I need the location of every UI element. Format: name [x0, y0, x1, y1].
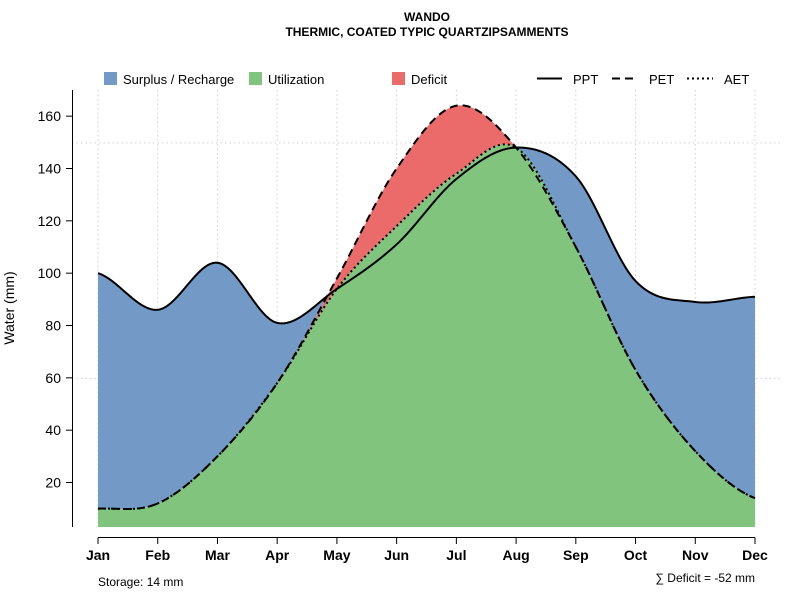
chart-title: WANDO — [404, 10, 450, 24]
y-tick-label: 20 — [45, 475, 61, 491]
x-tick-label: Mar — [205, 547, 230, 563]
storage-note: Storage: 14 mm — [98, 575, 183, 589]
x-tick-label: Dec — [742, 547, 768, 563]
legend-ppt-label: PPT — [573, 72, 598, 87]
legend-pet-label: PET — [649, 72, 674, 87]
y-tick-label: 60 — [45, 370, 61, 386]
y-axis-label: Water (mm) — [1, 271, 17, 344]
aet-line — [97, 143, 756, 511]
lines — [97, 104, 756, 511]
ppt-line — [97, 146, 756, 325]
x-tick-label: Apr — [265, 547, 290, 563]
legend-surplus-swatch — [104, 72, 117, 85]
legend-utilization-label: Utilization — [268, 72, 324, 87]
legend-deficit-label: Deficit — [411, 72, 448, 87]
x-tick-label: Jan — [86, 547, 110, 563]
surplus-recharge-area — [98, 105, 755, 510]
areas — [98, 105, 755, 528]
deficit-note: ∑ Deficit = -52 mm — [655, 571, 755, 585]
y-tick-label: 140 — [38, 161, 62, 177]
deficit-area — [98, 105, 755, 510]
legend-utilization-swatch — [249, 72, 262, 85]
y-tick-label: 100 — [38, 265, 62, 281]
chart-subtitle: THERMIC, COATED TYPIC QUARTZIPSAMMENTS — [285, 25, 568, 39]
y-tick-label: 120 — [38, 213, 62, 229]
x-tick-label: Feb — [145, 547, 170, 563]
utilization-area — [98, 144, 755, 528]
legend-aet-label: AET — [724, 72, 749, 87]
legend-surplus-label: Surplus / Recharge — [123, 72, 234, 87]
legend: Surplus / Recharge Utilization Deficit PPT P… — [104, 72, 749, 87]
x-tick-label: Jul — [446, 547, 466, 563]
x-tick-label: May — [323, 547, 350, 563]
y-tick-label: 160 — [38, 108, 62, 124]
x-tick-label: Sep — [563, 547, 589, 563]
y-tick-label: 40 — [45, 422, 61, 438]
x-tick-label: Nov — [682, 547, 709, 563]
x-tick-label: Oct — [624, 547, 648, 563]
y-tick-label: 80 — [45, 318, 61, 334]
axes: 20 40 60 80 100 120 140 160 Jan Feb Mar Apr May Jun Ju… — [38, 90, 768, 563]
x-tick-label: Aug — [502, 547, 529, 563]
x-tick-label: Jun — [384, 547, 409, 563]
legend-deficit-swatch — [392, 72, 405, 85]
